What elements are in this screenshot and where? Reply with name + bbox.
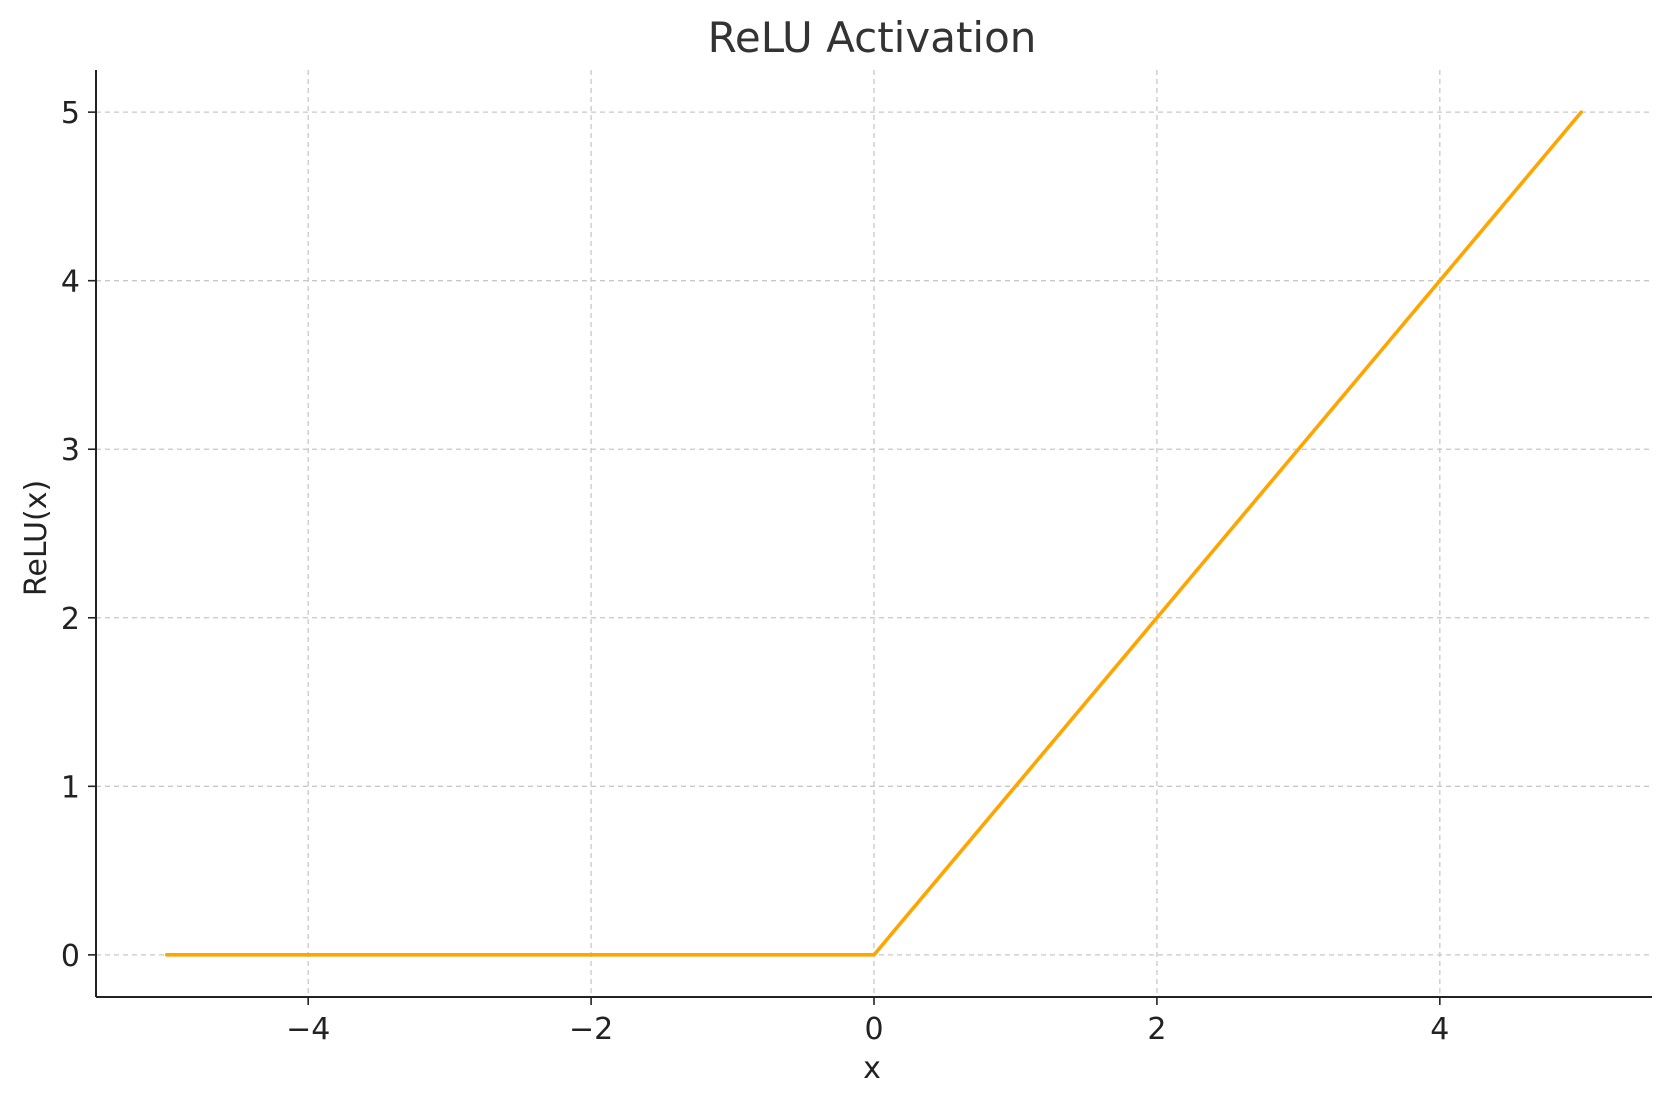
y-tick-label: 4 [61, 265, 80, 300]
relu-series-line [164, 110, 1584, 957]
y-tick-label: 5 [61, 96, 80, 131]
y-tick-label: 2 [61, 602, 80, 637]
y-tick-label: 0 [61, 939, 80, 974]
x-tick-label: 0 [864, 1012, 883, 1047]
y-tick-label: 3 [61, 433, 80, 468]
series-layer [164, 110, 1584, 957]
x-tick-label: 4 [1430, 1012, 1449, 1047]
y-axis-label: ReLU(x) [19, 480, 54, 596]
x-tick-label: −2 [569, 1012, 613, 1047]
x-tick-label: −4 [286, 1012, 330, 1047]
x-axis-label: x [863, 1051, 881, 1086]
tick-layer: −4 −2 0 2 4 0 1 2 3 4 5 [61, 96, 1449, 1047]
y-tick-label: 1 [61, 770, 80, 805]
grid-layer [96, 70, 1652, 997]
x-tick-label: 2 [1147, 1012, 1166, 1047]
chart-title: ReLU Activation [708, 13, 1037, 62]
